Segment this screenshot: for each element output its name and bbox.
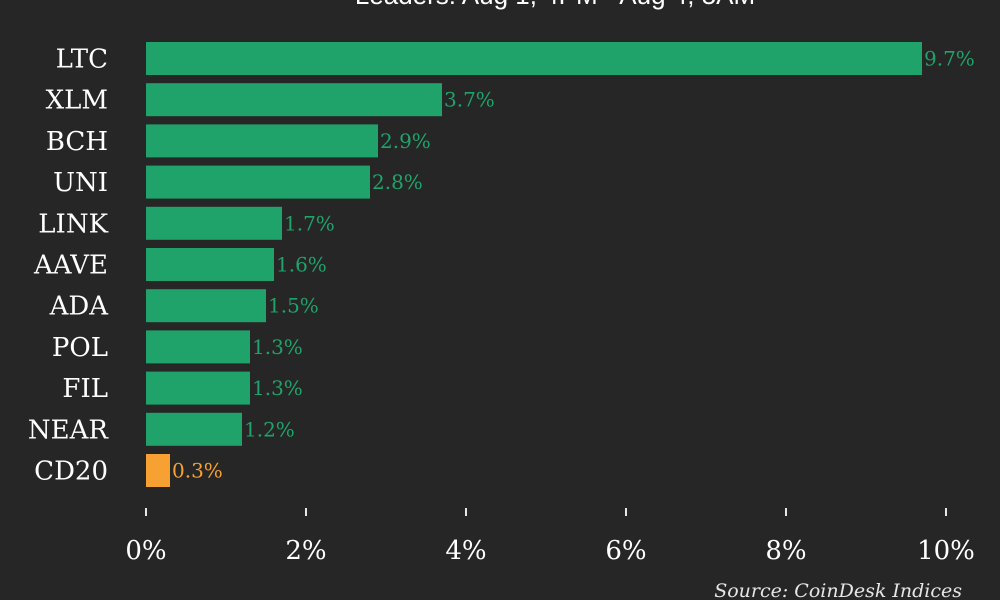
bar-value-label: 1.7%: [284, 211, 335, 235]
bars-group: LTC 9.7% XLM 3.7% BCH 2.9% UNI 2.8% LINK 1.7% AAVE…: [28, 42, 975, 487]
category-label: LINK: [38, 209, 108, 239]
bar: [146, 42, 922, 75]
x-axis: 0% 2% 4% 6% 8% 10%: [125, 508, 975, 566]
bar-value-label: 2.9%: [380, 129, 431, 153]
x-tick-label: 0%: [125, 536, 166, 566]
bar-value-label: 1.3%: [252, 335, 303, 359]
bar-value-label: 2.8%: [372, 170, 423, 194]
bar: [146, 206, 282, 240]
category-label: LTC: [56, 45, 108, 75]
bar-value-label: 1.5%: [268, 294, 319, 318]
category-label: FIL: [62, 374, 108, 404]
bar: [146, 454, 170, 487]
category-label: CD20: [34, 457, 108, 487]
bar: [146, 412, 242, 446]
category-label: NEAR: [28, 415, 110, 445]
bar-value-label: 3.7%: [444, 88, 495, 112]
x-tick-label: 6%: [605, 536, 646, 566]
bar: [146, 248, 274, 281]
bar: [146, 330, 250, 364]
bar-value-label: 1.3%: [252, 376, 303, 400]
bar: [146, 371, 250, 405]
bar-value-label: 9.7%: [924, 47, 975, 71]
bar: [146, 289, 266, 323]
x-tick-label: 8%: [765, 536, 806, 566]
category-label: AAVE: [33, 251, 108, 281]
bar-value-label: 0.3%: [172, 459, 223, 483]
bar: [146, 124, 378, 158]
category-label: POL: [52, 333, 108, 363]
chart-title: Leaders: Aug 1, 4PM - Aug 4, 5AM: [355, 0, 755, 10]
bar-value-label: 1.6%: [276, 253, 327, 277]
bar: [146, 83, 442, 117]
source-note: Source: CoinDesk Indices: [714, 580, 962, 600]
category-label: ADA: [49, 292, 110, 322]
category-label: BCH: [46, 127, 108, 157]
x-tick-label: 10%: [917, 536, 975, 566]
x-tick-label: 2%: [285, 536, 326, 566]
category-label: UNI: [53, 168, 108, 198]
category-label: XLM: [46, 86, 108, 116]
x-tick-label: 4%: [445, 536, 486, 566]
bar: [146, 165, 370, 199]
bar-value-label: 1.2%: [244, 417, 295, 441]
